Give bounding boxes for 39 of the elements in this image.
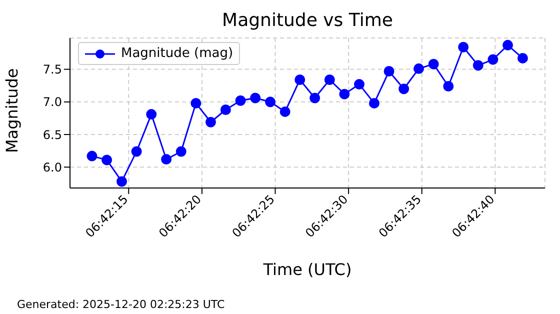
point bbox=[161, 154, 172, 165]
point bbox=[310, 92, 320, 104]
y-axis-title: Magnitude bbox=[2, 68, 22, 153]
point bbox=[280, 106, 290, 117]
point bbox=[102, 154, 112, 166]
point bbox=[398, 84, 410, 94]
point bbox=[443, 81, 454, 92]
point bbox=[176, 146, 186, 157]
point bbox=[339, 88, 350, 100]
point bbox=[502, 40, 514, 50]
point bbox=[235, 95, 246, 106]
y-tick-label: 6.5 bbox=[42, 128, 62, 142]
point bbox=[205, 116, 216, 128]
y-tick-label: 7.0 bbox=[42, 95, 62, 110]
point bbox=[472, 60, 484, 71]
point bbox=[265, 96, 276, 108]
legend-label: Magnitude (mag) bbox=[121, 46, 234, 61]
point bbox=[250, 92, 261, 104]
y-tick-label: 7.5 bbox=[42, 62, 62, 77]
point bbox=[116, 176, 127, 187]
text: Generated: 2025-12-20 02:25:23 UTC bbox=[17, 298, 225, 311]
point bbox=[368, 98, 380, 108]
point bbox=[354, 79, 364, 90]
point bbox=[458, 42, 469, 52]
x-axis-title: Time (UTC) bbox=[262, 260, 352, 279]
point bbox=[146, 109, 157, 120]
point bbox=[220, 104, 231, 115]
point bbox=[86, 150, 98, 162]
point bbox=[488, 54, 498, 65]
y-tick-label: 6.0 bbox=[42, 160, 62, 174]
point bbox=[428, 58, 439, 70]
point bbox=[384, 66, 394, 77]
point bbox=[517, 52, 528, 64]
point bbox=[131, 146, 142, 157]
point bbox=[414, 63, 424, 74]
point bbox=[324, 74, 335, 85]
chart-title: Magnitude vs Time bbox=[221, 10, 394, 31]
point bbox=[190, 98, 202, 108]
point bbox=[294, 74, 306, 85]
